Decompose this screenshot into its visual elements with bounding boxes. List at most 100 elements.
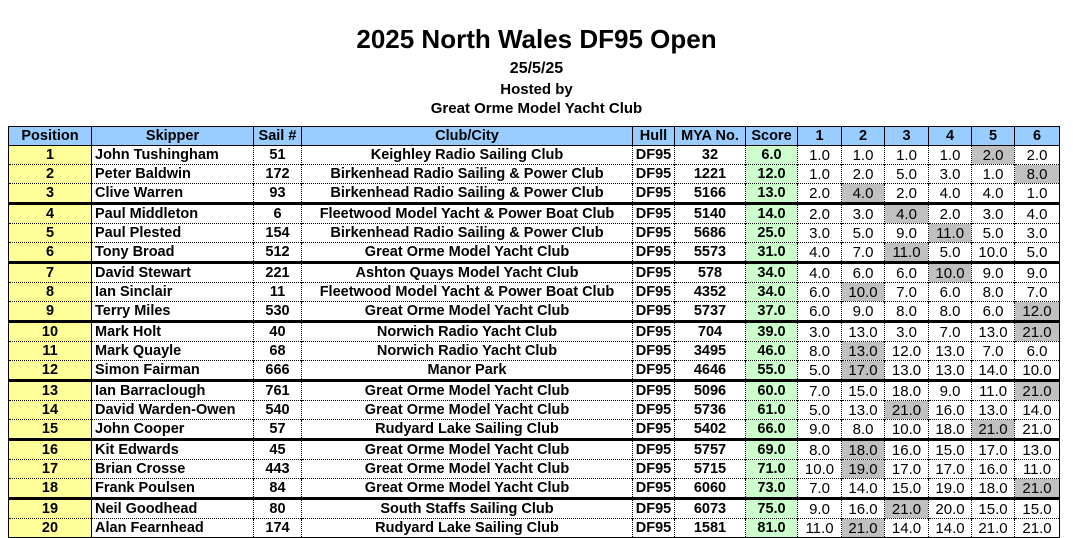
discarded-race-score: 17.0 [841,360,885,381]
hull-cell: DF95 [632,341,675,361]
score-cell: 12.0 [745,164,798,184]
mya-number-cell: 5573 [674,242,746,263]
sail-number-cell: 57 [253,419,302,440]
table-row: 8 Ian Sinclair 11 Fleetwood Model Yacht & P… [8,282,1060,302]
race-score: 16.0 [928,400,972,420]
table-row: 2 Peter Baldwin 172 Birkenhead Radio Sailin… [8,164,1060,184]
race-score: 9.0 [928,379,972,401]
position-cell: 15 [8,419,92,440]
hosted-by-label: Hosted by [500,81,573,98]
skipper-cell: John Cooper [91,419,254,440]
position-cell: 2 [8,164,92,184]
table-row: 4 Paul Middleton 6 Fleetwood Model Yacht & … [8,202,1060,224]
table-row: 20 Alan Fearnhead 174 Rudyard Lake Sailing … [8,518,1060,538]
race-score: 3.0 [884,320,929,342]
race-score: 15.0 [841,379,885,401]
sail-number-cell: 172 [253,164,302,184]
discarded-race-score: 21.0 [1014,379,1060,401]
table-row: 7 David Stewart 221 Ashton Quays Model Yach… [8,261,1060,283]
race-score: 2.0 [797,202,842,224]
club-cell: Great Orme Model Yacht Club [301,459,633,479]
race-score: 15.0 [884,478,929,499]
discarded-race-score: 13.0 [841,341,885,361]
position-cell: 9 [8,301,92,322]
club-cell: Norwich Radio Yacht Club [301,320,633,342]
sail-number-cell: 93 [253,183,302,204]
event-date: 25/5/25 [509,60,564,77]
score-cell: 34.0 [745,261,798,283]
position-cell: 3 [8,183,92,204]
race-score: 8.0 [797,438,842,460]
race-score: 13.0 [841,400,885,420]
race-score: 18.0 [971,478,1015,499]
score-cell: 13.0 [745,183,798,204]
hull-cell: DF95 [632,478,675,499]
discarded-race-score: 18.0 [841,438,885,460]
race-score: 6.0 [797,282,842,302]
column-header-race-4: 4 [928,126,972,146]
race-score: 21.0 [1014,419,1060,440]
race-score: 1.0 [928,145,972,165]
hull-cell: DF95 [632,183,675,204]
race-score: 17.0 [971,438,1015,460]
score-cell: 37.0 [745,301,798,322]
race-score: 18.0 [884,379,929,401]
mya-number-cell: 5757 [674,438,746,460]
sail-number-cell: 80 [253,497,302,519]
discarded-race-score: 10.0 [928,261,972,283]
discarded-race-score: 10.0 [841,282,885,302]
sail-number-cell: 51 [253,145,302,165]
race-score: 3.0 [797,320,842,342]
score-cell: 55.0 [745,360,798,381]
skipper-cell: Kit Edwards [91,438,254,460]
position-cell: 14 [8,400,92,420]
mya-number-cell: 6073 [674,497,746,519]
sail-number-cell: 6 [253,202,302,224]
position-cell: 12 [8,360,92,381]
skipper-cell: Brian Crosse [91,459,254,479]
race-score: 7.0 [928,320,972,342]
race-score: 21.0 [1014,518,1060,538]
position-cell: 13 [8,379,92,401]
column-header-race-3: 3 [884,126,929,146]
table-row: 9 Terry Miles 530 Great Orme Model Yacht Cl… [8,301,1060,322]
skipper-cell: David Warden-Owen [91,400,254,420]
club-cell: Great Orme Model Yacht Club [301,438,633,460]
race-score: 9.0 [884,223,929,243]
race-score: 13.0 [971,320,1015,342]
table-row: 16 Kit Edwards 45 Great Orme Model Yacht Cl… [8,438,1060,460]
race-score: 4.0 [928,183,972,204]
race-score: 6.0 [884,261,929,283]
skipper-cell: Ian Sinclair [91,282,254,302]
race-score: 14.0 [841,478,885,499]
club-cell: Great Orme Model Yacht Club [301,301,633,322]
score-cell: 61.0 [745,400,798,420]
hull-cell: DF95 [632,438,675,460]
skipper-cell: Neil Goodhead [91,497,254,519]
score-cell: 31.0 [745,242,798,263]
race-score: 3.0 [797,223,842,243]
race-score: 11.0 [971,379,1015,401]
race-score: 9.0 [1014,261,1060,283]
score-cell: 25.0 [745,223,798,243]
race-score: 7.0 [841,242,885,263]
skipper-cell: Tony Broad [91,242,254,263]
club-cell: Birkenhead Radio Sailing & Power Club [301,164,633,184]
mya-number-cell: 32 [674,145,746,165]
race-score: 7.0 [971,341,1015,361]
sail-number-cell: 666 [253,360,302,381]
skipper-cell: Peter Baldwin [91,164,254,184]
race-score: 13.0 [971,400,1015,420]
discarded-race-score: 21.0 [884,497,929,519]
race-score: 3.0 [1014,223,1060,243]
mya-number-cell: 5737 [674,301,746,322]
table-row: 12 Simon Fairman 666 Manor Park DF95 4646 55.0… [8,360,1060,381]
hull-cell: DF95 [632,497,675,519]
table-row: 3 Clive Warren 93 Birkenhead Radio Sailing … [8,183,1060,204]
race-score: 10.0 [884,419,929,440]
sail-number-cell: 68 [253,341,302,361]
skipper-cell: Frank Poulsen [91,478,254,499]
discarded-race-score: 21.0 [1014,478,1060,499]
hull-cell: DF95 [632,320,675,342]
column-header-race-5: 5 [971,126,1015,146]
